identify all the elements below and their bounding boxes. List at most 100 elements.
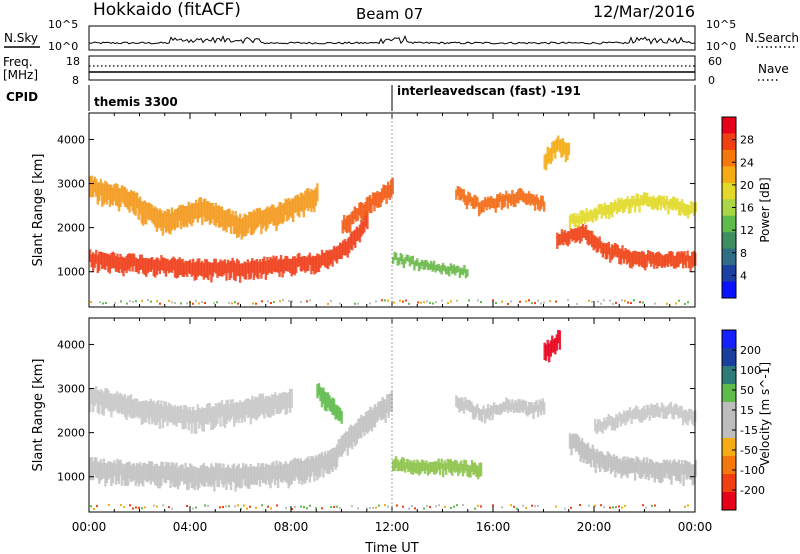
x-tick-label: 08:00 <box>274 520 309 534</box>
freq-label-line2: [MHz] <box>3 68 38 82</box>
colorbar-swatch <box>722 384 736 403</box>
velocity-panel: 1000 2000 3000 4000 00:00 04:00 08:00 12:00 16:0… <box>31 317 712 554</box>
echo-band <box>89 386 293 434</box>
x-tick-label: 20:00 <box>577 520 612 534</box>
nsky-right-tick-bottom: 10^0 <box>706 40 736 53</box>
y-tick-label: 4000 <box>57 338 85 351</box>
colorbar-swatch <box>722 232 736 250</box>
power-echoes <box>89 135 697 305</box>
echo-band <box>89 391 393 492</box>
colorbar-swatch <box>722 182 736 200</box>
colorbar-swatch <box>722 166 736 184</box>
colorbar-frame <box>721 329 737 511</box>
colorbar-swatch <box>722 281 736 299</box>
colorbar-tick-label: 50 <box>740 384 754 397</box>
colorbar-swatch <box>722 199 736 217</box>
nsky-frame <box>88 25 696 51</box>
echo-band <box>568 433 697 486</box>
velocity-colorbar: 200 100 50 15 -15 -50 -100 -200 <box>721 329 765 511</box>
colorbar-swatch <box>722 215 736 233</box>
cpid-label: CPID <box>6 90 38 104</box>
colorbar-swatch <box>722 366 736 385</box>
echo-band <box>341 177 394 234</box>
colorbar-tick-label: 4 <box>740 269 747 282</box>
nave-label: Nave <box>758 62 789 76</box>
colorbar-swatch <box>722 265 736 283</box>
nsearch-label: N.Search <box>745 31 799 45</box>
colorbar-swatch <box>722 456 736 475</box>
cpid-panel: CPID themis 3300 interleavedscan (fast) … <box>6 84 696 111</box>
colorbar-tick-label: 16 <box>740 202 754 215</box>
x-tick-label: 00:00 <box>72 520 107 534</box>
nsky-label: N.Sky <box>4 31 38 45</box>
y-tick-label: 2000 <box>57 427 85 440</box>
freq-left-tick-top: 18 <box>66 55 80 68</box>
nsky-trace <box>88 35 696 45</box>
colorbar-swatch <box>722 492 736 511</box>
y-tick-label: 3000 <box>57 383 85 396</box>
cpid-segment-2: interleavedscan (fast) -191 <box>397 84 581 98</box>
colorbar-tick-label: -200 <box>740 484 765 497</box>
ground-strip <box>90 504 689 510</box>
colorbar-tick-label: -100 <box>740 464 765 477</box>
echo-band <box>543 135 571 171</box>
echo-band <box>316 383 343 424</box>
nsky-left-tick-top: 10^5 <box>48 18 78 31</box>
echo-band <box>89 210 369 283</box>
nsky-panel: N.Sky 10^5 10^0 10^5 10^0 N.Search <box>4 18 799 53</box>
power-panel: 1000 2000 3000 4000 Slant Range [km] <box>31 112 697 308</box>
colorbar-tick-label: -50 <box>740 444 758 457</box>
colorbar-tick-label: 24 <box>740 156 754 169</box>
y-tick-label: 1000 <box>57 266 85 279</box>
colorbar-swatch <box>722 474 736 493</box>
velocity-ylabel: Slant Range [km] <box>31 359 46 472</box>
y-tick-label: 1000 <box>57 471 85 484</box>
colorbar-swatch <box>722 420 736 439</box>
echo-band <box>543 329 561 363</box>
echo-band <box>392 456 483 480</box>
echo-band <box>392 251 469 279</box>
echo-band <box>568 192 697 229</box>
x-tick-label: 00:00 <box>678 520 713 534</box>
colorbar-tick-label: 20 <box>740 179 754 192</box>
echo-band <box>556 224 697 273</box>
y-tick-label: 3000 <box>57 178 85 191</box>
colorbar-swatch <box>722 402 736 421</box>
echo-band <box>455 395 546 424</box>
colorbar-tick-label: 100 <box>740 364 761 377</box>
freq-panel: Freq. [MHz] 18 8 60 0 Nave <box>3 55 789 87</box>
colorbar-tick-label: 28 <box>740 134 754 147</box>
beam-title: Beam 07 <box>356 5 423 23</box>
nsky-right-tick-top: 10^5 <box>706 18 736 31</box>
colorbar-swatch <box>722 133 736 151</box>
colorbar-swatch <box>722 330 736 349</box>
nave-right-tick-top: 60 <box>708 55 722 68</box>
colorbar-swatch <box>722 117 736 134</box>
velocity-colorbar-label: Velocity [m s^-1] <box>758 362 772 466</box>
freq-frame <box>88 55 696 81</box>
velocity-axes: 1000 2000 3000 4000 00:00 04:00 08:00 12:00 16:0… <box>57 318 712 534</box>
ground-strip <box>90 299 689 305</box>
colorbar-tick-label: 15 <box>740 404 754 417</box>
echo-band <box>89 175 319 240</box>
colorbar-tick-label: 200 <box>740 344 761 357</box>
colorbar-swatch <box>722 348 736 367</box>
colorbar-tick-label: 8 <box>740 247 747 260</box>
colorbar-swatch <box>722 248 736 266</box>
x-axis-label: Time UT <box>364 541 418 554</box>
colorbar-tick-label: -15 <box>740 424 758 437</box>
power-colorbar: 28 24 20 16 12 8 4 <box>721 116 754 299</box>
echo-band <box>594 401 697 434</box>
nsky-left-tick-bottom: 10^0 <box>48 40 78 53</box>
freq-label-line1: Freq. <box>3 55 33 69</box>
x-tick-label: 04:00 <box>173 520 208 534</box>
y-tick-label: 2000 <box>57 222 85 235</box>
colorbar-tick-label: 12 <box>740 224 754 237</box>
cpid-segment-1: themis 3300 <box>94 95 178 109</box>
x-tick-label: 16:00 <box>476 520 511 534</box>
power-axes: 1000 2000 3000 4000 <box>57 113 696 307</box>
echo-band <box>455 186 546 217</box>
y-tick-label: 4000 <box>57 133 85 146</box>
station-title: Hokkaido (fitACF) <box>93 0 241 20</box>
